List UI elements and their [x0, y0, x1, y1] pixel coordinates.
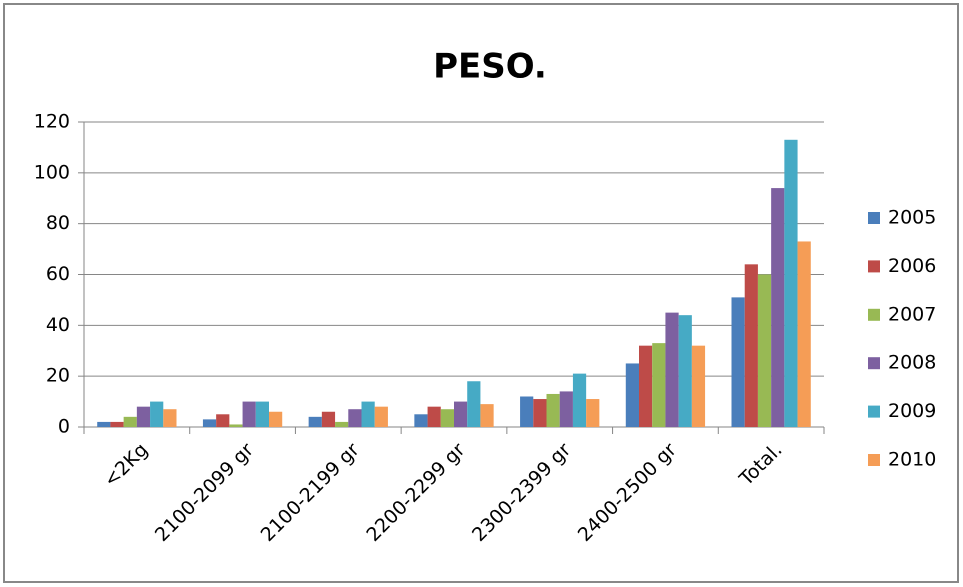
legend-swatch	[868, 454, 880, 466]
bar	[269, 411, 283, 427]
bar	[414, 414, 428, 427]
bar	[110, 421, 124, 427]
bar	[639, 345, 653, 427]
y-tick-label: 100	[34, 161, 70, 183]
bar	[652, 343, 666, 427]
y-tick-label: 80	[46, 212, 70, 234]
bar	[480, 404, 494, 427]
y-tick-label: 120	[34, 111, 70, 133]
bar	[797, 241, 811, 427]
bar	[731, 297, 745, 427]
legend-swatch	[868, 212, 880, 224]
bar	[678, 315, 692, 427]
bar	[374, 406, 388, 427]
bar	[229, 424, 243, 427]
bar	[771, 188, 785, 427]
bar	[202, 419, 217, 427]
legend-swatch	[868, 405, 880, 418]
bar	[744, 264, 758, 427]
legend-swatch	[868, 357, 880, 370]
bar	[546, 393, 560, 427]
bar	[784, 139, 798, 427]
bar	[665, 312, 679, 427]
bar	[361, 401, 375, 427]
legend-swatch	[868, 308, 880, 321]
bar	[136, 406, 151, 427]
y-tick-label: 60	[46, 263, 70, 285]
bar	[335, 421, 349, 427]
bar	[427, 406, 441, 427]
bar	[520, 396, 534, 427]
legend-label: 2007	[888, 303, 936, 325]
bar	[150, 401, 164, 427]
bar	[454, 401, 468, 427]
legend-swatch	[868, 260, 880, 273]
y-tick-label: 40	[46, 314, 70, 336]
bar	[255, 401, 269, 427]
bar	[216, 414, 230, 427]
bar	[757, 274, 772, 427]
legend-label: 2009	[888, 400, 936, 422]
bar	[308, 416, 322, 427]
chart-frame	[3, 3, 959, 583]
bar	[559, 391, 573, 427]
bar	[97, 421, 111, 427]
y-tick-label: 0	[58, 416, 70, 438]
legend-label: 2010	[888, 449, 936, 471]
legend-label: 2006	[888, 255, 936, 277]
chart-title: PESO.	[433, 47, 547, 87]
bar	[440, 409, 454, 427]
bar	[533, 399, 547, 427]
bar	[321, 411, 336, 427]
y-tick-label: 20	[46, 365, 70, 387]
bar	[242, 401, 256, 427]
bar	[625, 363, 639, 427]
legend-label: 2005	[888, 207, 936, 229]
bar	[123, 416, 137, 427]
bar	[691, 345, 706, 427]
bar	[163, 409, 177, 427]
bar	[348, 409, 362, 427]
legend-label: 2008	[888, 352, 936, 374]
bar	[586, 399, 600, 427]
bar	[467, 381, 481, 427]
bar	[572, 373, 587, 427]
